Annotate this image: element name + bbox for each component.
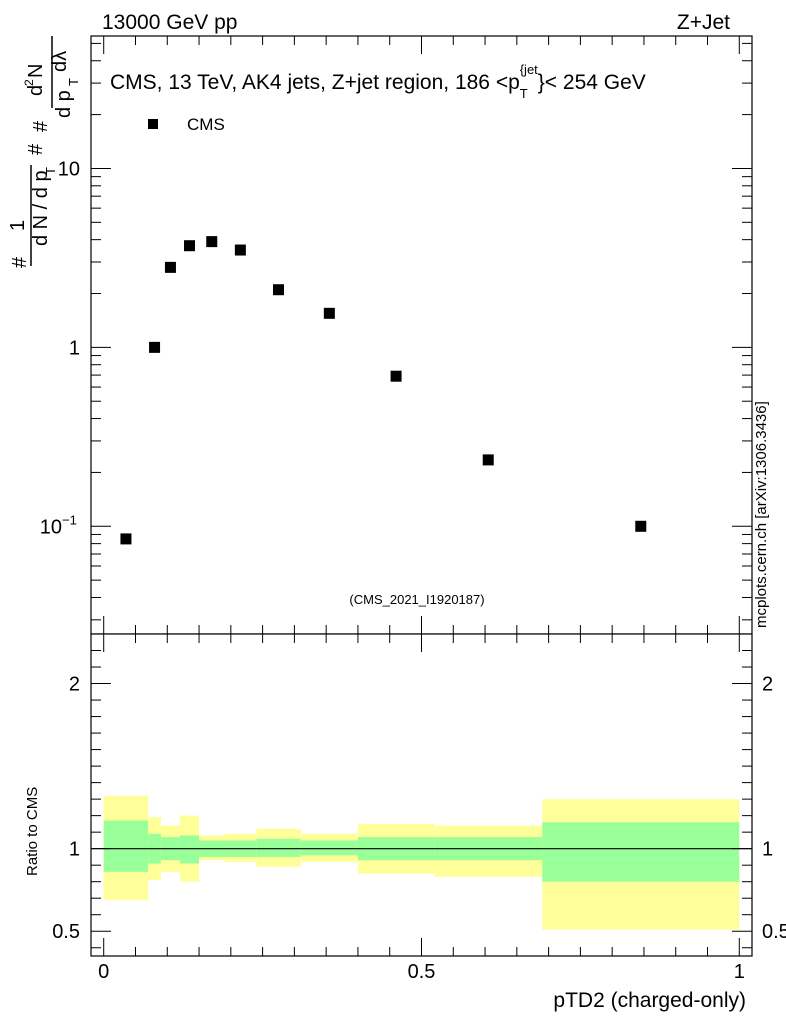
data-points — [120, 236, 647, 545]
data-point — [272, 284, 284, 296]
main-y-tick-label: 10 — [40, 516, 62, 538]
x-tick-label: 1 — [734, 961, 745, 983]
data-point — [184, 240, 196, 252]
ratio-y-tick-label-right: 0.5 — [762, 921, 786, 943]
ratio-ticks — [91, 634, 752, 956]
x-tick-label: 0 — [98, 961, 109, 983]
data-point — [323, 307, 335, 319]
ratio-bands — [103, 795, 740, 930]
main-y-tick-label: 10 — [58, 158, 80, 180]
ratio-y-tick-labels: 0.5 0.5 1 1 2 2 — [52, 674, 786, 944]
chart-title: CMS, 13 TeV, AK4 jets, Z+jet region, 186… — [110, 62, 646, 101]
legend-marker — [148, 119, 158, 129]
ylabel-d-dpt: d p — [53, 90, 75, 118]
x-tick-label: 0.5 — [408, 961, 436, 983]
ylabel-sup-2: 2 — [22, 79, 36, 86]
main-y-tick-exponent: −1 — [62, 512, 77, 527]
ratio-band-inner — [179, 835, 200, 864]
ylabel-d2n: d — [25, 85, 47, 96]
title-subscript: T — [520, 86, 528, 101]
ylabel-t-sub-1: T — [43, 167, 58, 175]
ratio-panel: 0.5 0.51 12 2 0 0.5 1 Ratio to CMS pTD2 (char… — [24, 633, 786, 1012]
ratio-band-inner — [542, 822, 740, 882]
title-suffix: }< 254 GeV — [538, 71, 646, 94]
ratio-band-inner — [256, 838, 301, 857]
ratio-y-tick-label-left: 0.5 — [52, 921, 80, 943]
data-point — [164, 261, 176, 273]
main-frame — [90, 35, 753, 635]
x-tick-labels: 0 0.5 1 — [98, 961, 745, 983]
data-point — [120, 533, 132, 545]
ylabel-hash-1: # — [9, 256, 31, 268]
main-y-tick-label: 1 — [69, 337, 80, 359]
ylabel-one: 1 — [7, 220, 29, 231]
ratio-y-tick-label-right: 2 — [762, 674, 773, 696]
ratio-band-inner — [300, 840, 358, 856]
legend-label-cms: CMS — [187, 115, 225, 134]
ylabel-dlambda: dλ — [49, 51, 71, 72]
ratio-y-tick-label-left: 2 — [69, 674, 80, 696]
watermark: mcplots.cern.ch [arXiv:1306.3436] — [753, 401, 770, 628]
ylabel-hash-2: # — [25, 143, 47, 155]
data-point — [390, 370, 402, 382]
ylabel-n: N — [25, 64, 47, 78]
data-point — [206, 236, 218, 248]
main-ticks — [91, 36, 752, 634]
data-point — [149, 341, 161, 353]
data-point — [234, 244, 246, 256]
ylabel-t-sub-2: T — [66, 78, 81, 86]
title-prefix: CMS, 13 TeV, AK4 jets, Z+jet region, 186… — [110, 71, 520, 94]
ratio-y-axis-label: Ratio to CMS — [24, 787, 41, 876]
ratio-band-inner — [103, 820, 149, 872]
ratio-y-tick-label-left: 1 — [69, 839, 80, 861]
ylabel-hash-3: # — [30, 120, 52, 132]
header-left: 13000 GeV pp — [102, 11, 237, 34]
x-axis-label: pTD2 (charged-only) — [553, 989, 746, 1012]
ratio-y-tick-label-right: 1 — [762, 839, 773, 861]
header-right: Z+Jet — [677, 11, 730, 34]
data-point — [635, 520, 647, 532]
title-superscript: {jet — [520, 62, 538, 77]
ylabel-dn-dpt: d N / d p — [30, 170, 52, 246]
main-y-axis-label: # 1 d N / d p T # # d 2 N d p T dλ — [7, 36, 81, 268]
data-point — [482, 454, 494, 466]
analysis-id: (CMS_2021_I1920187) — [349, 592, 484, 607]
